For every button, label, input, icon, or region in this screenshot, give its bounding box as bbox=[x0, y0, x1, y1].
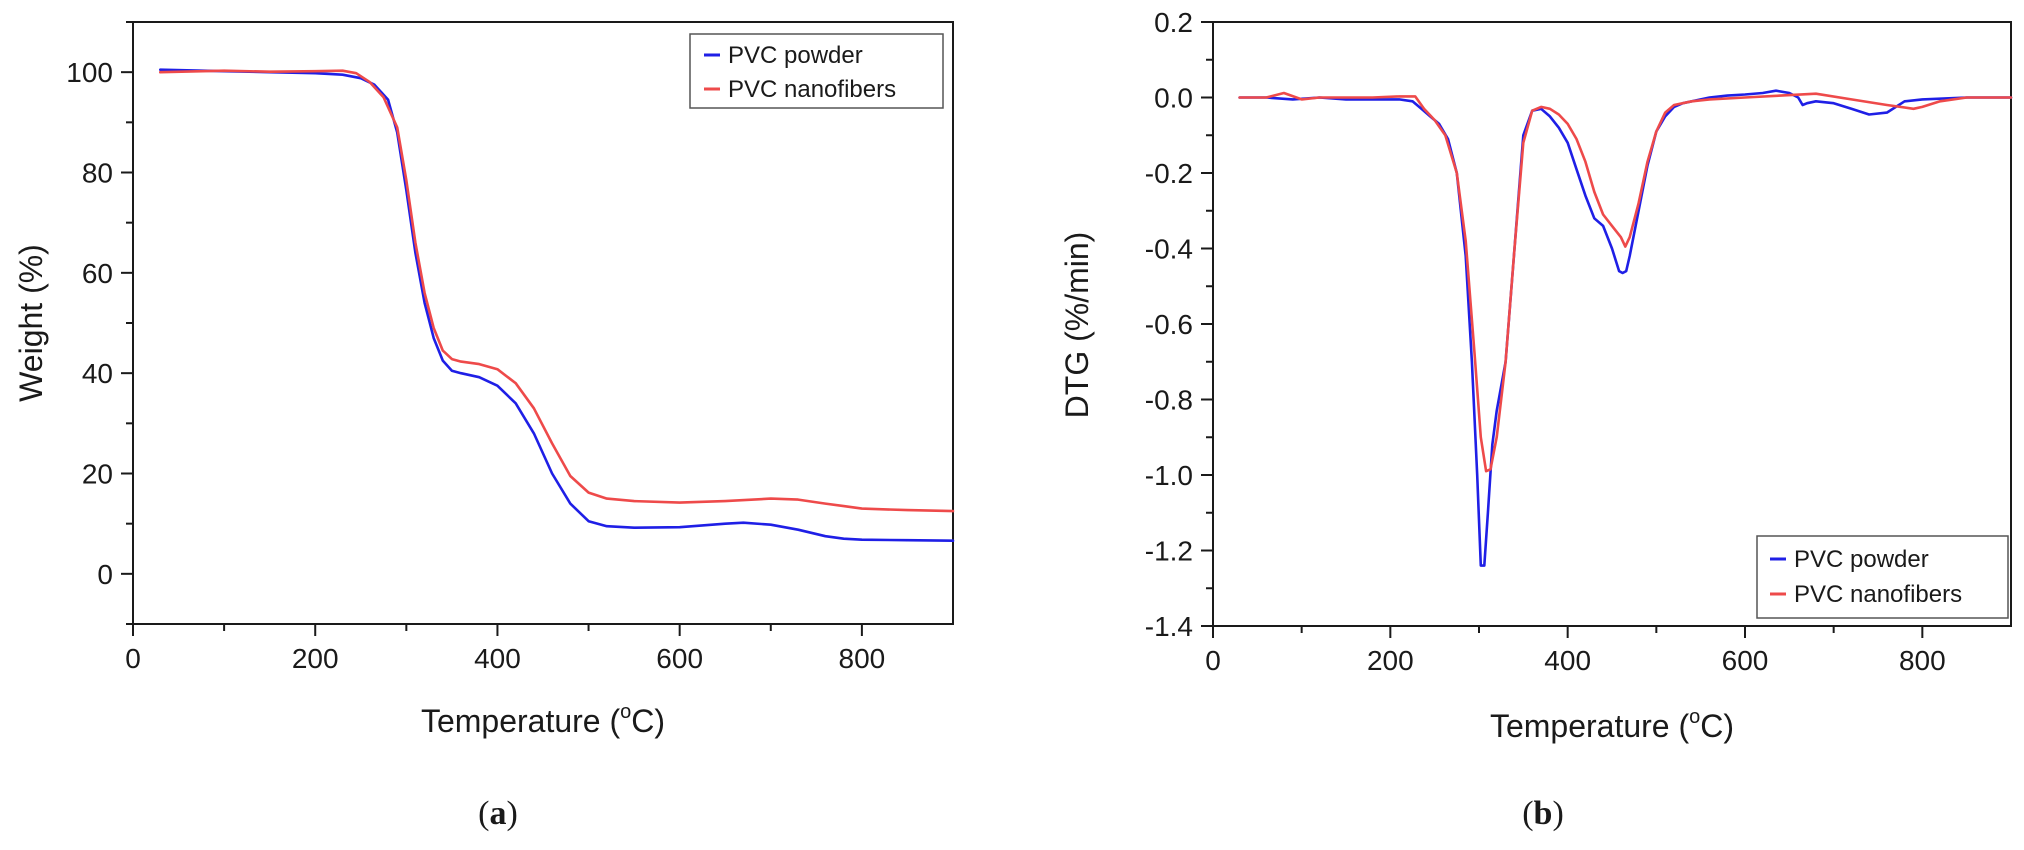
y-tick-label-3: 60 bbox=[82, 258, 113, 289]
x-tick-label-400: 400 bbox=[474, 643, 521, 674]
panel-a-weight-chart: 0 200 400 600 800 0 20 40 60 80 100 PVC powder PVC… bbox=[13, 21, 955, 832]
y-tick-label-3: -0.4 bbox=[1145, 234, 1193, 265]
x-tick-label-800: 800 bbox=[1899, 645, 1946, 676]
panel-label-b: (b) bbox=[1522, 795, 1564, 832]
x-tick-label-0: 0 bbox=[1205, 645, 1221, 676]
series-a bbox=[159, 68, 955, 543]
x-axis-title-a-main: Temperature ( bbox=[421, 703, 621, 739]
legend-a-powder-label: PVC powder bbox=[728, 42, 863, 69]
x-axis-title-b: Temperature (oC) bbox=[1490, 706, 1734, 744]
legend-a-nanofibers-label: PVC nanofibers bbox=[728, 76, 896, 103]
x-tick-label-800: 800 bbox=[839, 643, 886, 674]
panel-label-a-letter: a bbox=[490, 795, 507, 832]
y-axis-title-a: Weight (%) bbox=[13, 244, 49, 402]
x-tick-label-600: 600 bbox=[656, 643, 703, 674]
y-tick-label-2: -0.2 bbox=[1145, 158, 1193, 189]
x-axis-title-a: Temperature (oC) bbox=[421, 701, 665, 739]
y-tick-label-0: 0 bbox=[97, 559, 113, 590]
series-line-pvc-nanofibers bbox=[159, 69, 955, 513]
panel-label-a: (a) bbox=[478, 795, 518, 832]
ticks-a: 0 200 400 600 800 0 20 40 60 80 100 bbox=[66, 21, 886, 674]
y-tick-label-6: -1.0 bbox=[1145, 460, 1193, 491]
x-axis-title-b-degree: o bbox=[1689, 706, 1700, 728]
legend-b-nanofibers-label: PVC nanofibers bbox=[1794, 581, 1962, 608]
y-tick-label-7: -1.2 bbox=[1145, 536, 1193, 567]
y-tick-label-1: 0.0 bbox=[1154, 83, 1193, 114]
x-axis-title-b-main: Temperature ( bbox=[1490, 708, 1690, 744]
legend-a: PVC powder PVC nanofibers bbox=[689, 33, 944, 109]
y-tick-label-1: 20 bbox=[82, 459, 113, 490]
y-tick-label-4: -0.6 bbox=[1145, 309, 1193, 340]
x-tick-label-0: 0 bbox=[125, 643, 141, 674]
y-tick-label-5: -0.8 bbox=[1145, 385, 1193, 416]
y-tick-label-2: 40 bbox=[82, 358, 113, 389]
legend-b-powder-label: PVC powder bbox=[1794, 546, 1929, 573]
panel-label-b-letter: b bbox=[1534, 795, 1553, 832]
x-axis-title-a-unit: C) bbox=[631, 703, 665, 739]
legend-b: PVC powder PVC nanofibers bbox=[1756, 535, 2009, 619]
series-line-pvc-nanofibers bbox=[1238, 91, 2013, 473]
x-axis-title-b-unit: C) bbox=[1700, 708, 1734, 744]
plot-area-b bbox=[1212, 21, 2012, 627]
panel-b-dtg-chart: 0 200 400 600 800 0.2 0.0 -0.2 -0.4 -0.6 -0.8 -1.0 -… bbox=[1059, 7, 2013, 832]
y-tick-label-4: 80 bbox=[82, 158, 113, 189]
x-tick-label-600: 600 bbox=[1722, 645, 1769, 676]
x-tick-label-200: 200 bbox=[292, 643, 339, 674]
legend-box-b bbox=[1756, 535, 2009, 619]
series-b bbox=[1238, 89, 2013, 567]
y-tick-label-0: 0.2 bbox=[1154, 7, 1193, 38]
legend-box-a bbox=[689, 33, 944, 109]
y-tick-label-8: -1.4 bbox=[1145, 611, 1193, 642]
x-axis-title-a-degree: o bbox=[620, 701, 631, 723]
x-tick-label-200: 200 bbox=[1367, 645, 1414, 676]
ticks-b: 0 200 400 600 800 0.2 0.0 -0.2 -0.4 -0.6 -0.8 -1.0 -… bbox=[1145, 7, 1946, 676]
x-tick-label-400: 400 bbox=[1544, 645, 1591, 676]
y-axis-title-b: DTG (%/min) bbox=[1059, 232, 1095, 419]
y-tick-label-5: 100 bbox=[66, 57, 113, 88]
plot-area-a bbox=[132, 21, 954, 625]
